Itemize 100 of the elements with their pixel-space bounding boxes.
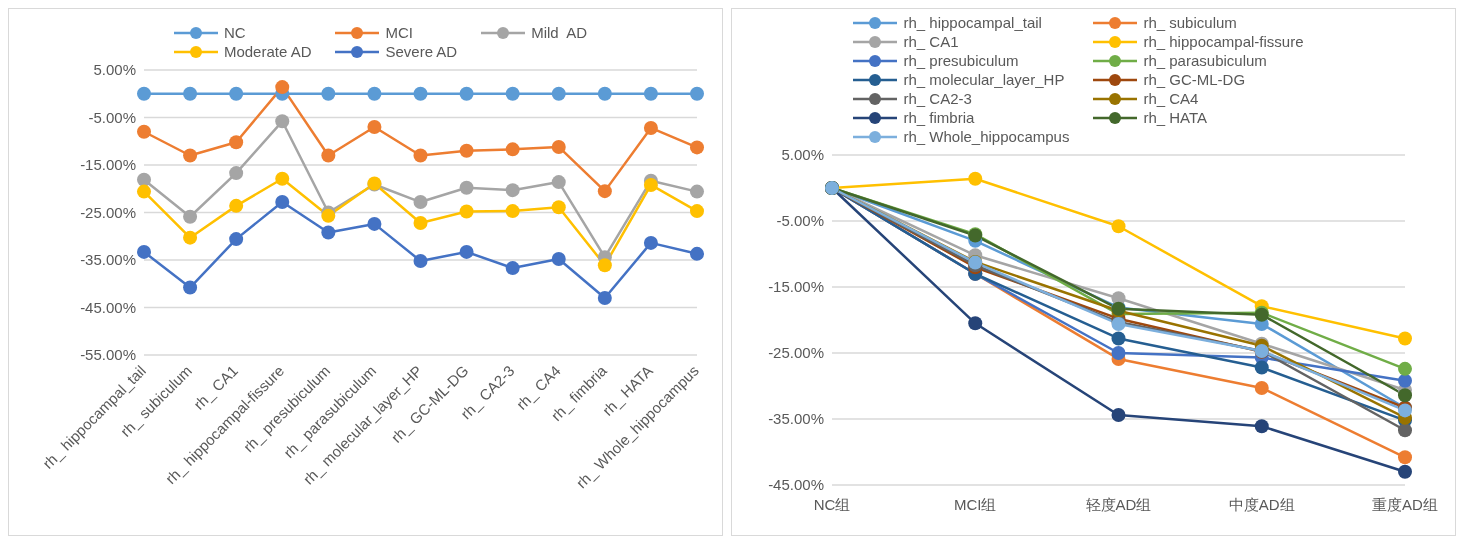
legend-label: MCI [385, 24, 413, 41]
legend-label: rh_ Whole_hippocampus [903, 128, 1070, 145]
point [551, 139, 566, 154]
y-tick-label: -35.00% [80, 251, 136, 269]
legend-label: rh_ CA4 [1143, 90, 1199, 107]
legend-label: rh_ CA1 [903, 33, 959, 50]
y-tick-label: -5.00% [88, 108, 136, 126]
point [275, 195, 290, 210]
y-tick-label: -25.00% [768, 344, 824, 362]
point [275, 114, 290, 129]
point [551, 175, 566, 190]
point [690, 86, 704, 101]
point [1398, 373, 1412, 388]
y-tick-label: -5.00% [776, 212, 824, 230]
point [643, 86, 658, 101]
point [1398, 423, 1412, 438]
point [137, 244, 151, 259]
point [459, 244, 474, 259]
point [643, 235, 658, 250]
x-tick-label: 轻度AD组 [1085, 496, 1152, 514]
point [1111, 408, 1126, 423]
point [413, 215, 428, 230]
y-tick-label: -15.00% [768, 278, 824, 296]
point [690, 204, 704, 219]
legend-label: Mild AD [531, 24, 588, 41]
point [690, 184, 704, 199]
point [643, 120, 658, 135]
point [551, 252, 566, 267]
point [1398, 331, 1412, 346]
point [229, 135, 244, 150]
point [597, 291, 612, 305]
point [413, 148, 428, 163]
point [551, 86, 566, 101]
point [367, 86, 382, 101]
point [690, 246, 704, 261]
point [1254, 380, 1269, 395]
point [137, 172, 151, 187]
point [413, 253, 428, 268]
y-tick-label: -15.00% [80, 156, 136, 174]
point [551, 200, 566, 215]
x-tick-label: MCI组 [954, 496, 997, 514]
point [1398, 450, 1412, 465]
point [597, 86, 612, 101]
point [275, 171, 290, 186]
y-tick-label: -45.00% [768, 476, 824, 494]
point [367, 216, 382, 231]
legend-label: rh_ molecular_layer_HP [903, 71, 1065, 88]
legend-label: rh_ hippocampal_tail [903, 14, 1042, 31]
y-tick-label: 5.00% [781, 146, 824, 164]
y-tick-label: -25.00% [80, 203, 136, 221]
point [413, 86, 428, 101]
point [1111, 331, 1126, 346]
point [643, 177, 658, 192]
point [1254, 360, 1269, 375]
y-tick-label: 5.00% [93, 61, 136, 79]
legend-label: rh_ CA2-3 [903, 90, 972, 107]
legend-label: rh_ GC-ML-DG [1143, 71, 1246, 88]
point [597, 184, 612, 199]
point [690, 140, 704, 155]
point [229, 166, 244, 181]
point [459, 204, 474, 219]
point [183, 86, 198, 101]
point [275, 80, 290, 95]
point [321, 148, 336, 163]
point [968, 316, 983, 331]
point [505, 142, 520, 157]
x-tick-label: NC组 [813, 496, 851, 514]
legend-label: Moderate AD [223, 43, 312, 60]
point [229, 198, 244, 213]
point [183, 230, 198, 245]
point [183, 209, 198, 224]
point [1398, 464, 1412, 479]
point [321, 86, 336, 101]
point [968, 171, 983, 186]
point [505, 183, 520, 198]
point [137, 86, 151, 101]
point [183, 280, 198, 295]
point [1254, 419, 1269, 434]
y-tick-label: -45.00% [80, 298, 136, 316]
point [505, 261, 520, 276]
point [597, 258, 612, 273]
point [183, 148, 198, 163]
point [1398, 388, 1412, 403]
legend-label: Severe AD [385, 43, 458, 60]
point [459, 86, 474, 101]
point [1111, 219, 1126, 234]
x-tick-label: 重度AD组 [1372, 496, 1438, 514]
point [505, 86, 520, 101]
point [413, 195, 428, 210]
point [321, 225, 336, 240]
y-tick-label: -35.00% [768, 410, 824, 428]
point [459, 143, 474, 158]
legend-label: rh_ hippocampal-fissure [1143, 33, 1304, 50]
legend-label: rh_ subiculum [1143, 14, 1237, 31]
legend-label: rh_ parasubiculum [1143, 52, 1267, 69]
point [137, 124, 151, 139]
point [367, 120, 382, 134]
point [229, 86, 244, 101]
point [505, 204, 520, 219]
legend-label: rh_ HATA [1143, 109, 1208, 126]
